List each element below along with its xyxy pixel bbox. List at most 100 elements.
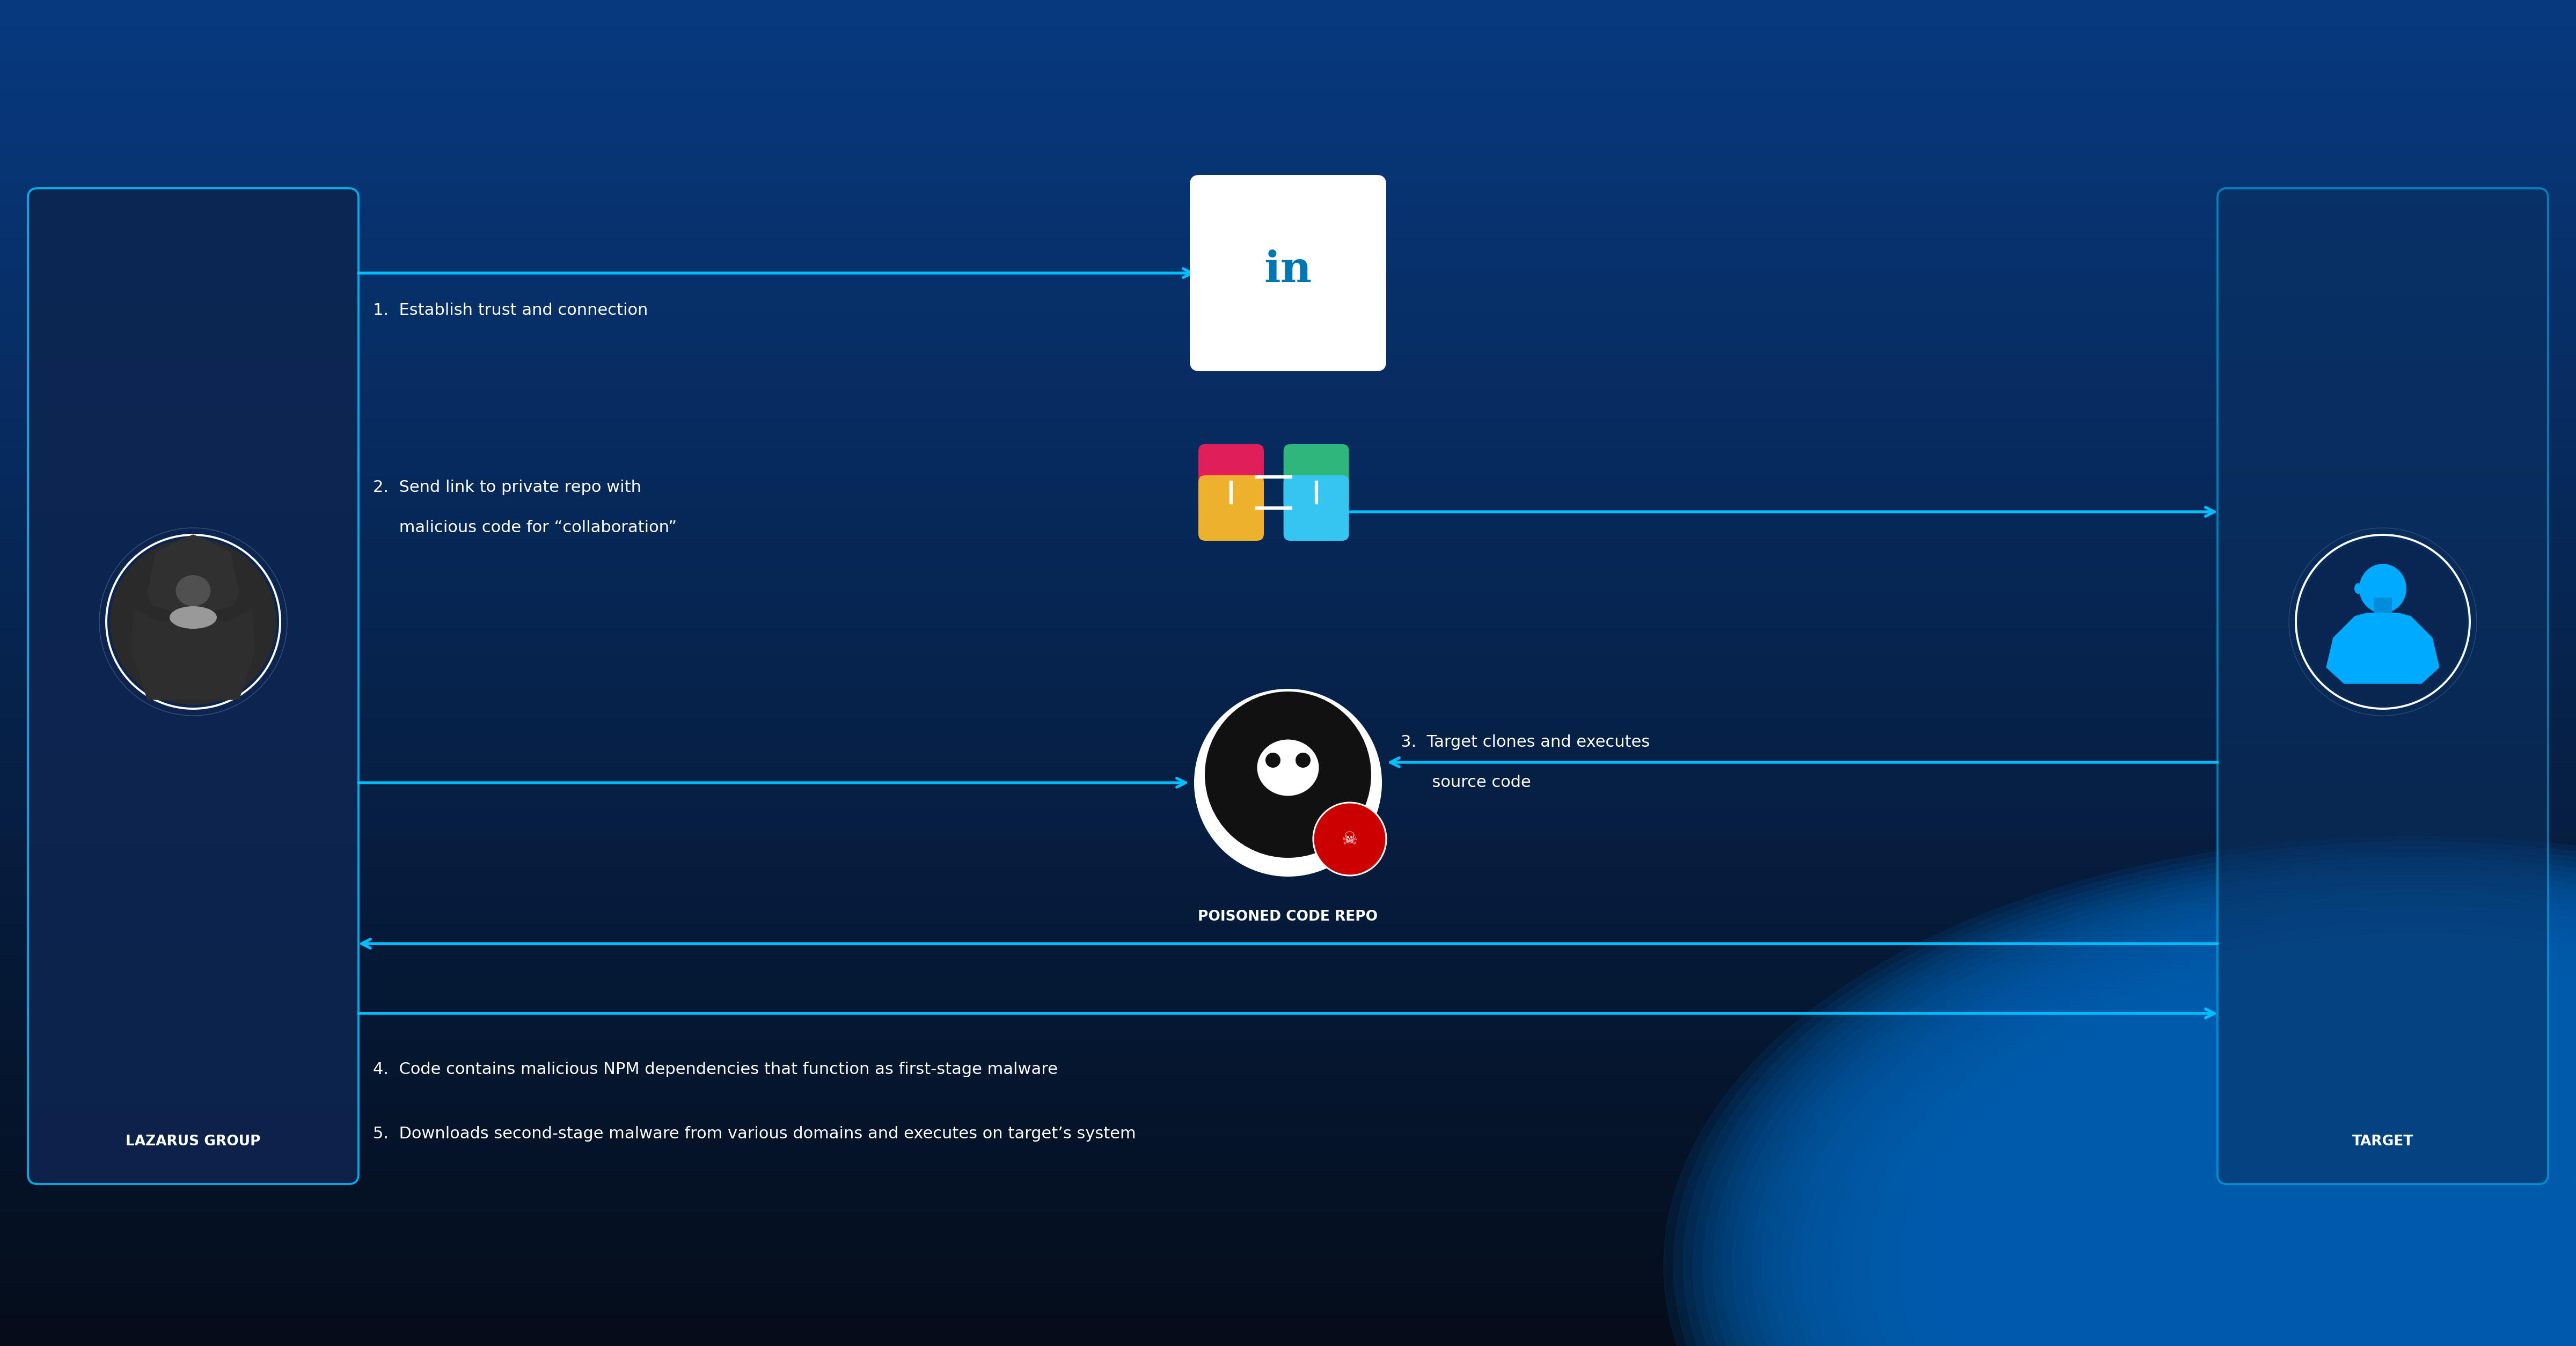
Circle shape — [1314, 802, 1386, 875]
Bar — [0, 809, 2576, 817]
Ellipse shape — [1772, 895, 2576, 1346]
Bar — [0, 1105, 2576, 1113]
Bar — [0, 769, 2576, 777]
Bar — [0, 257, 2576, 265]
Bar — [0, 940, 2576, 946]
Ellipse shape — [1860, 944, 2576, 1346]
Ellipse shape — [2354, 583, 2362, 594]
Ellipse shape — [1723, 868, 2576, 1346]
Bar — [0, 586, 2576, 592]
Bar — [0, 922, 2576, 929]
Bar — [0, 20, 2576, 27]
Bar — [0, 828, 2576, 835]
Bar — [0, 1003, 2576, 1010]
Bar — [0, 720, 2576, 727]
Bar — [0, 747, 2576, 754]
Bar — [0, 532, 2576, 538]
Bar — [0, 926, 2576, 933]
Bar — [0, 491, 2576, 498]
Bar — [0, 630, 2576, 637]
Bar — [0, 365, 2576, 373]
Bar — [0, 122, 2576, 131]
Bar — [0, 1007, 2576, 1014]
Bar — [0, 1253, 2576, 1261]
Bar — [0, 549, 2576, 556]
Bar — [0, 0, 2576, 4]
Bar — [0, 755, 2576, 763]
Bar — [0, 684, 2576, 690]
Bar — [0, 997, 2576, 1005]
Ellipse shape — [1850, 938, 2576, 1346]
Bar — [0, 1051, 2576, 1059]
Bar — [0, 621, 2576, 629]
FancyBboxPatch shape — [1283, 475, 1350, 541]
FancyBboxPatch shape — [1190, 175, 1386, 371]
Bar — [0, 472, 2576, 481]
Bar — [0, 1047, 2576, 1054]
Bar — [0, 311, 2576, 319]
Bar — [0, 1178, 2576, 1184]
Bar — [0, 1110, 2576, 1117]
Text: POISONED CODE REPO: POISONED CODE REPO — [1198, 910, 1378, 923]
Bar — [0, 51, 2576, 58]
Bar — [0, 1339, 2576, 1346]
Bar — [0, 1057, 2576, 1063]
Bar — [0, 128, 2576, 135]
Bar — [0, 267, 2576, 273]
Bar — [0, 437, 2576, 444]
Bar — [0, 801, 2576, 808]
Text: 5.  Downloads second-stage malware from various domains and executes on target’s: 5. Downloads second-stage malware from v… — [374, 1127, 1136, 1141]
Bar — [0, 384, 2576, 390]
Bar — [0, 1159, 2576, 1167]
Bar — [0, 186, 2576, 192]
Bar — [0, 495, 2576, 502]
Bar — [0, 1316, 2576, 1323]
Bar — [0, 647, 2576, 656]
Bar — [0, 899, 2576, 906]
Bar — [0, 1119, 2576, 1127]
Bar — [0, 65, 2576, 71]
Text: source code: source code — [1401, 775, 1530, 790]
Bar — [0, 320, 2576, 327]
Bar — [0, 845, 2576, 852]
Bar — [0, 316, 2576, 323]
Bar — [0, 357, 2576, 363]
Bar — [0, 1084, 2576, 1090]
Bar — [0, 1172, 2576, 1180]
Bar — [0, 168, 2576, 175]
Bar — [0, 1128, 2576, 1135]
Bar — [0, 105, 2576, 112]
Bar — [0, 1011, 2576, 1019]
Bar — [0, 707, 2576, 713]
Bar — [0, 478, 2576, 485]
Bar — [0, 674, 2576, 682]
Bar — [0, 818, 2576, 825]
Bar — [0, 1303, 2576, 1310]
Bar — [0, 859, 2576, 865]
Bar — [0, 1226, 2576, 1234]
Bar — [0, 1034, 2576, 1040]
Ellipse shape — [1842, 933, 2576, 1346]
FancyBboxPatch shape — [1198, 444, 1265, 510]
Bar — [0, 303, 2576, 310]
Bar — [0, 1016, 2576, 1023]
Bar — [0, 639, 2576, 646]
Bar — [0, 814, 2576, 821]
Ellipse shape — [1940, 987, 2576, 1346]
Bar — [0, 401, 2576, 408]
Bar — [0, 1307, 2576, 1315]
Text: in: in — [1265, 249, 1311, 291]
Bar — [0, 351, 2576, 359]
Bar — [0, 760, 2576, 767]
FancyBboxPatch shape — [28, 188, 358, 1184]
Bar — [0, 1276, 2576, 1283]
Bar — [0, 1326, 2576, 1333]
Bar — [0, 935, 2576, 942]
Bar — [0, 42, 2576, 50]
Bar — [0, 563, 2576, 569]
Bar — [0, 882, 2576, 888]
Bar — [0, 1088, 2576, 1094]
Bar — [0, 361, 2576, 367]
Bar — [0, 118, 2576, 125]
Bar — [0, 101, 2576, 108]
